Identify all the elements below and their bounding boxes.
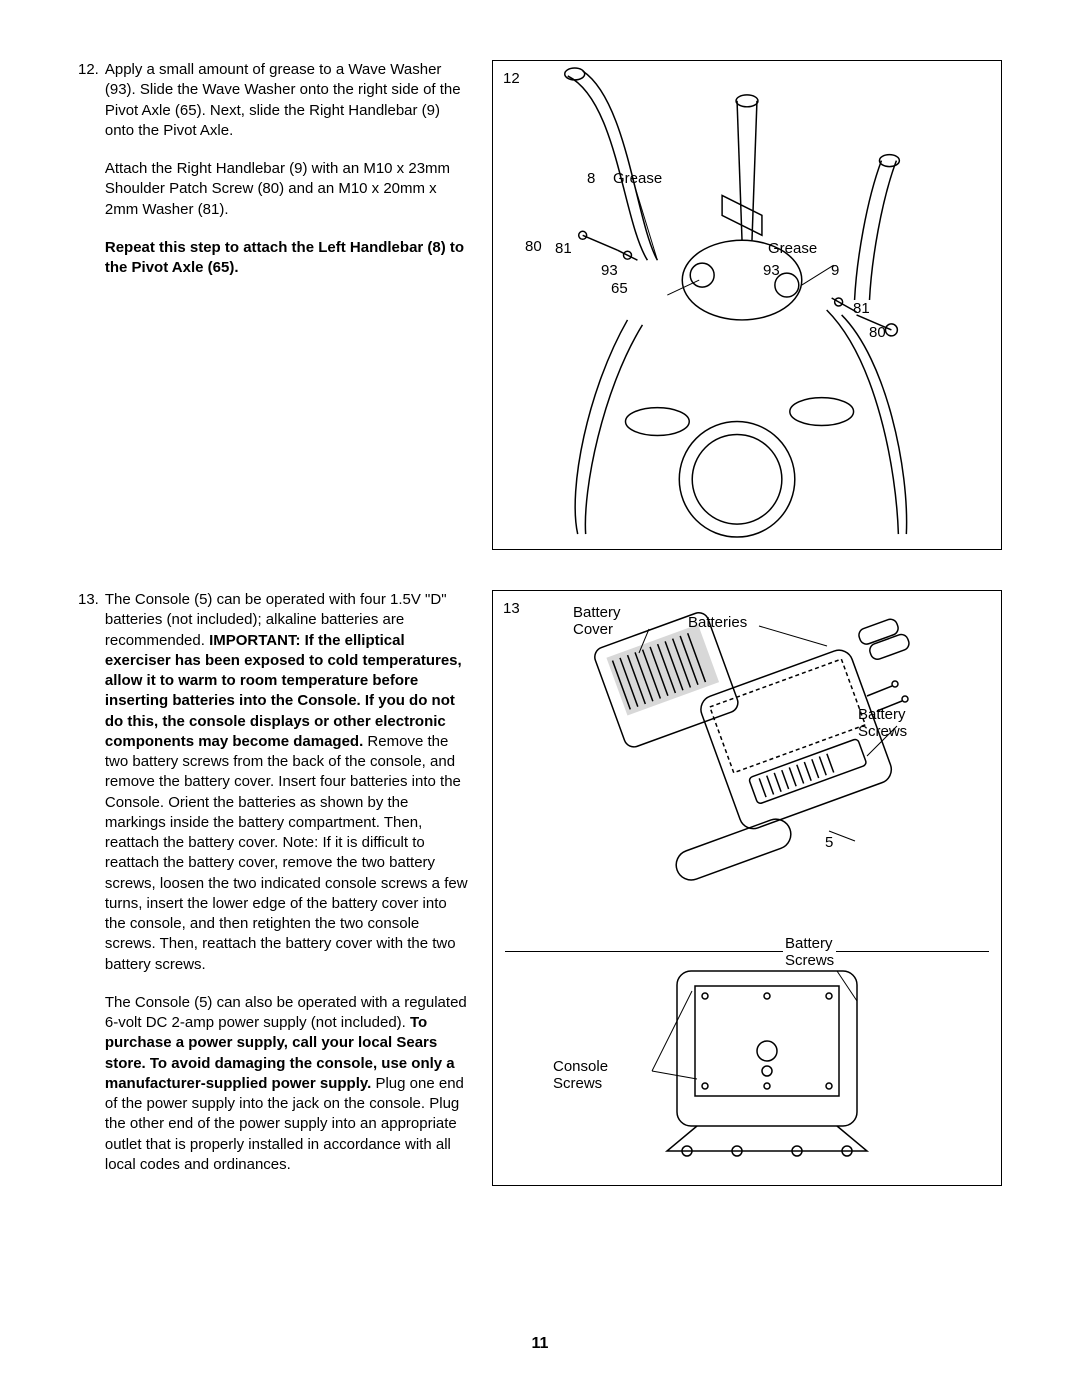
- fig12-lbl-9: 9: [831, 261, 839, 281]
- fig12-drawing: [493, 61, 1001, 549]
- fig12-lbl-93b: 93: [763, 261, 780, 281]
- fig12-lbl-grease2: Grease: [768, 239, 817, 259]
- step-12-body: Apply a small amount of grease to a Wave…: [105, 60, 468, 278]
- fig12-lbl-grease1: Grease: [613, 169, 662, 189]
- fig12-lbl-8: 8: [587, 169, 595, 189]
- step-12-text: 12. Apply a small amount of grease to a …: [78, 60, 468, 550]
- step-12-number: 12.: [78, 60, 99, 278]
- fig13-lbl-console-screws: ConsoleScrews: [553, 1059, 608, 1092]
- fig13-lbl-battery-screws-1: BatteryScrews: [858, 707, 907, 740]
- figure-13: 13: [492, 590, 1002, 1186]
- fig13-lbl-battery-cover: BatteryCover: [573, 605, 621, 638]
- step-12-para3: Repeat this step to attach the Left Hand…: [105, 238, 468, 279]
- fig13-top-drawing: [493, 591, 1001, 951]
- fig12-lbl-81a: 81: [555, 239, 572, 259]
- fig12-lbl-81b: 81: [853, 299, 870, 319]
- fig12-lbl-65: 65: [611, 279, 628, 299]
- page-number: 11: [532, 1333, 549, 1355]
- fig13-lbl-battery-cover-text: BatteryCover: [573, 604, 621, 638]
- step-12-para1: Apply a small amount of grease to a Wave…: [105, 60, 468, 141]
- step-13-number: 13.: [78, 590, 99, 1175]
- step-13-para1: The Console (5) can be operated with fou…: [105, 590, 468, 975]
- fig13-lbl-bs1-text: BatteryScrews: [858, 706, 907, 740]
- step-13: 13. The Console (5) can be operated with…: [78, 590, 468, 1175]
- figure-12: 12: [492, 60, 1002, 550]
- step-13-body: The Console (5) can be operated with fou…: [105, 590, 468, 1175]
- step13-p1c: Remove the two battery screws from the b…: [105, 733, 468, 973]
- fig12-lbl-80a: 80: [525, 237, 542, 257]
- fig13-lbl-battery-screws-2: BatteryScrews: [783, 936, 836, 969]
- step-13-para2: The Console (5) can also be operated wit…: [105, 993, 468, 1175]
- step-12: 12. Apply a small amount of grease to a …: [78, 60, 468, 278]
- fig13-lbl-5: 5: [825, 833, 833, 853]
- fig12-lbl-80b: 80: [869, 323, 886, 343]
- fig13-lbl-cs-text: ConsoleScrews: [553, 1058, 608, 1092]
- step-12-para2: Attach the Right Handlebar (9) with an M…: [105, 159, 468, 220]
- fig13-lbl-batteries: Batteries: [688, 613, 747, 633]
- step-13-text: 13. The Console (5) can be operated with…: [78, 590, 468, 1203]
- fig13-lbl-bs2-text: BatteryScrews: [785, 935, 834, 969]
